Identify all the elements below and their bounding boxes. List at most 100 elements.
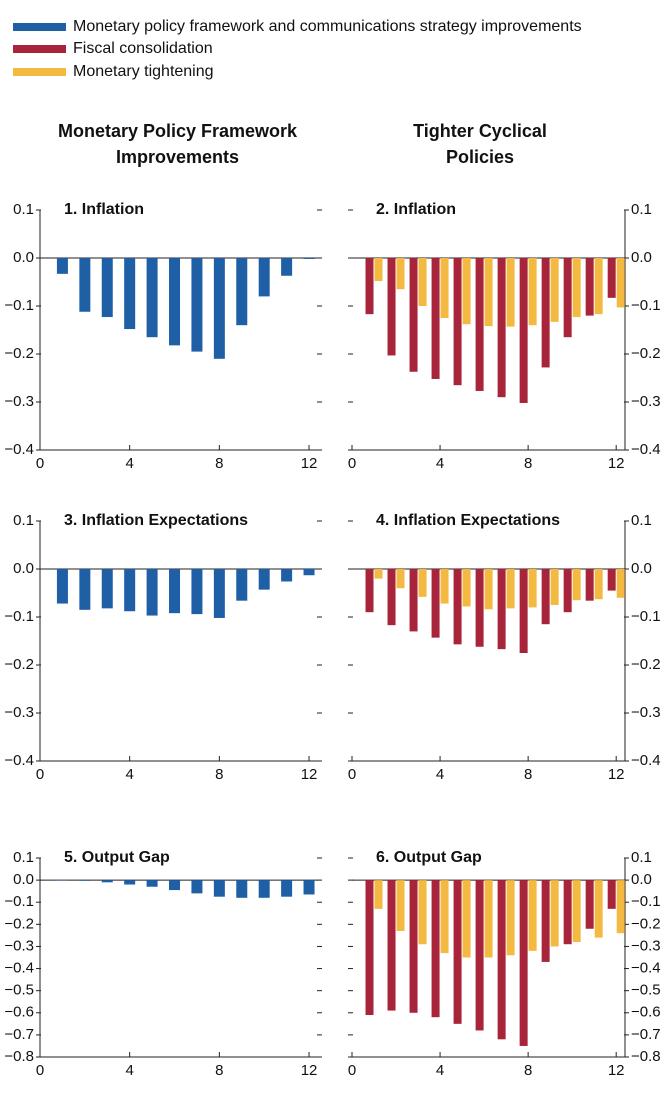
bar [281, 880, 293, 897]
bar [79, 569, 91, 610]
bar [519, 569, 528, 653]
legend-label: Monetary tightening [73, 63, 214, 80]
bar [440, 569, 449, 604]
y-tick-label: −0.7 [631, 1026, 661, 1043]
bar [528, 258, 537, 326]
y-tick-label: −0.4 [631, 752, 661, 769]
bar [281, 569, 293, 582]
x-tick-label: 8 [215, 766, 223, 783]
bar [572, 258, 581, 318]
bar [79, 880, 91, 881]
bar [506, 569, 515, 609]
bar [191, 258, 203, 352]
bar [594, 258, 603, 315]
bar [236, 880, 248, 898]
bar [563, 258, 572, 338]
bar [236, 258, 248, 326]
x-tick-label: 8 [524, 766, 532, 783]
column-title: Tighter Cyclical Policies [413, 121, 547, 167]
x-tick-label: 4 [436, 1062, 444, 1079]
bar [453, 880, 462, 1024]
bar [550, 569, 559, 605]
bar [396, 880, 405, 931]
bar [79, 258, 91, 312]
bar [169, 569, 181, 614]
bar [607, 258, 616, 298]
bar [453, 569, 462, 645]
x-tick-label: 0 [348, 766, 356, 783]
bar [56, 258, 68, 274]
bar [431, 258, 440, 379]
x-tick-label: 8 [215, 1062, 223, 1079]
bar [462, 880, 471, 958]
y-tick-label: −0.3 [631, 937, 661, 954]
column-title: Monetary Policy Framework Improvements [57, 121, 298, 167]
y-tick-label: −0.1 [4, 297, 34, 314]
bar [616, 258, 625, 308]
bar [213, 569, 225, 618]
bar [607, 880, 616, 909]
y-tick-label: 0.1 [13, 512, 34, 529]
legend-swatch [13, 45, 66, 53]
y-tick-label: −0.3 [4, 937, 34, 954]
bar [453, 258, 462, 386]
bar [616, 569, 625, 598]
bar [281, 258, 293, 276]
bar [484, 880, 493, 958]
bar [431, 569, 440, 638]
bar [303, 258, 315, 259]
y-tick-label: −0.6 [4, 1004, 34, 1021]
bar [409, 569, 418, 632]
y-tick-label: −0.2 [631, 345, 661, 362]
x-tick-label: 4 [126, 766, 134, 783]
y-tick-label: 0.1 [13, 201, 34, 218]
bar [146, 880, 158, 887]
bar [387, 258, 396, 356]
y-tick-label: −0.5 [631, 982, 661, 999]
panel-title: 3. Inflation Expectations [64, 512, 248, 529]
bar [146, 569, 158, 616]
bar [475, 569, 484, 647]
bar [365, 569, 374, 613]
bar [258, 880, 270, 898]
y-tick-label: −0.2 [631, 656, 661, 673]
x-tick-label: 0 [36, 1062, 44, 1079]
bar [101, 569, 113, 609]
x-tick-label: 12 [608, 1062, 625, 1079]
bar [101, 880, 113, 883]
bar [258, 258, 270, 297]
bar [236, 569, 248, 601]
bar [101, 258, 113, 318]
x-tick-label: 0 [36, 455, 44, 472]
bar [418, 569, 427, 597]
bar [365, 880, 374, 1015]
y-tick-label: 0.0 [13, 871, 34, 888]
legend-swatch [13, 23, 66, 31]
bar [374, 258, 383, 282]
x-tick-label: 12 [301, 455, 318, 472]
bar [431, 880, 440, 1018]
panel-title: 6. Output Gap [376, 849, 482, 866]
y-tick-label: 0.1 [13, 849, 34, 866]
y-tick-label: −0.4 [631, 960, 661, 977]
bar [519, 258, 528, 403]
y-tick-label: 0.1 [631, 512, 652, 529]
x-tick-label: 12 [301, 766, 318, 783]
bar [462, 258, 471, 325]
bar [506, 880, 515, 956]
x-tick-label: 0 [348, 1062, 356, 1079]
x-tick-label: 12 [301, 1062, 318, 1079]
bar [418, 258, 427, 306]
bar [475, 880, 484, 1031]
y-tick-label: −0.1 [4, 893, 34, 910]
bar [303, 569, 315, 576]
y-tick-label: −0.2 [4, 915, 34, 932]
bar [541, 569, 550, 625]
bar [572, 569, 581, 601]
panel-title: 5. Output Gap [64, 849, 170, 866]
bar [124, 258, 136, 330]
bar [440, 258, 449, 318]
bar [550, 258, 559, 322]
bar [497, 880, 506, 1040]
